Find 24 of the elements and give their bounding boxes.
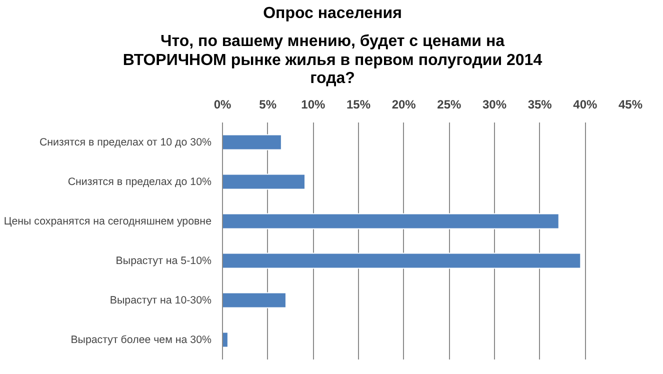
x-tick-label: 45% bbox=[618, 97, 643, 112]
y-tick-label: Снизятся в пределах от 10 до 30% bbox=[39, 136, 212, 148]
bar bbox=[222, 134, 282, 150]
x-tick-label: 5% bbox=[259, 97, 277, 112]
chart-title: Опрос населения bbox=[262, 5, 403, 24]
x-tick-label: 10% bbox=[301, 97, 326, 112]
y-tick-label: Цены сохранятся на сегодняшнем уровне bbox=[4, 214, 212, 227]
x-tick-label: 30% bbox=[482, 97, 507, 112]
y-tick-label: Вырастут на 10-30% bbox=[110, 294, 212, 306]
y-tick-label: Вырастут более чем на 30% bbox=[70, 333, 212, 346]
x-tick-label: 25% bbox=[437, 97, 462, 112]
bar bbox=[222, 292, 286, 308]
bar bbox=[222, 173, 306, 190]
bar bbox=[222, 331, 228, 348]
x-tick-label: 35% bbox=[528, 97, 552, 112]
x-tick-label: 0% bbox=[214, 97, 232, 112]
x-tick-label: 40% bbox=[573, 97, 598, 112]
bar bbox=[222, 212, 560, 229]
y-tick-label: Вырастут на 5-10% bbox=[116, 254, 212, 266]
x-tick-label: 20% bbox=[392, 97, 416, 112]
x-tick-label: 15% bbox=[346, 97, 371, 112]
chart-subtitle: Что, по вашему мнению, будет с ценами на ВТОРИЧНОМ рынке жилья в первом полугодии 2014 года? bbox=[122, 33, 544, 89]
y-tick-label: Снизятся в пределах до 10% bbox=[68, 175, 212, 188]
bar bbox=[222, 252, 582, 268]
